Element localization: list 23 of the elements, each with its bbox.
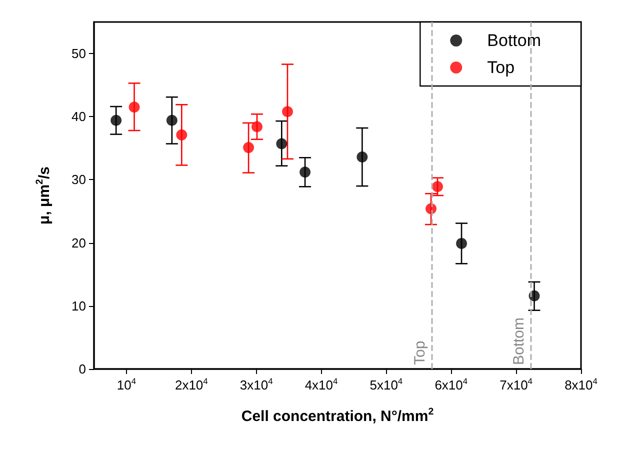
y-axis-title: μ, μm2/s [34, 166, 53, 224]
point [276, 138, 288, 150]
y-tick-label: 30 [72, 172, 86, 188]
point [110, 114, 122, 126]
ref-line-label: Top [412, 340, 429, 365]
point [282, 106, 293, 118]
point [243, 142, 254, 154]
point [300, 166, 311, 178]
point [356, 152, 368, 163]
y-tick-label: 0 [78, 362, 86, 376]
legend-label: Bottom [487, 31, 542, 50]
y-tick-label: 10 [72, 298, 86, 314]
point [166, 114, 178, 126]
y-tick-label: 50 [72, 46, 86, 62]
point [176, 129, 188, 140]
legend-label: Top [487, 58, 515, 77]
point [432, 181, 443, 192]
ref-line-label: Bottom [510, 317, 528, 365]
point [128, 102, 140, 113]
y-tick-label: 40 [72, 109, 86, 124]
point [456, 238, 468, 249]
y-tick-label: 20 [72, 235, 86, 250]
point [251, 121, 262, 132]
